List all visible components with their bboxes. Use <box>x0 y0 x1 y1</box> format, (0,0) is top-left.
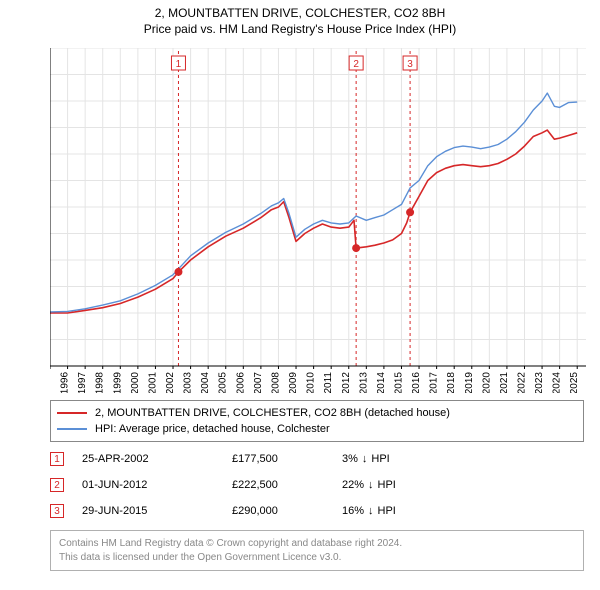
delta-pct: 3% <box>342 453 358 465</box>
svg-text:2017: 2017 <box>429 372 440 393</box>
svg-text:2011: 2011 <box>323 372 334 393</box>
svg-text:2009: 2009 <box>288 372 299 393</box>
table-row: 2 01-JUN-2012 £222,500 22% ↓ HPI <box>50 472 584 498</box>
marker-number: 3 <box>54 506 60 517</box>
marker-delta: 16% ↓ HPI <box>342 505 462 517</box>
marker-badge: 2 <box>50 478 64 492</box>
svg-text:2012: 2012 <box>341 372 352 393</box>
marker-delta: 3% ↓ HPI <box>342 453 462 465</box>
svg-text:2024: 2024 <box>552 372 563 393</box>
svg-text:2019: 2019 <box>464 372 475 393</box>
delta-suffix: HPI <box>378 505 396 517</box>
chart-area: 123£0£50K£100K£150K£200K£250K£300K£350K£… <box>50 48 586 393</box>
legend-row: 2, MOUNTBATTEN DRIVE, COLCHESTER, CO2 8B… <box>57 405 577 421</box>
delta-pct: 16% <box>342 505 364 517</box>
arrow-down-icon: ↓ <box>368 479 374 491</box>
svg-text:2000: 2000 <box>130 372 141 393</box>
footer-line: This data is licensed under the Open Gov… <box>59 551 575 565</box>
delta-suffix: HPI <box>371 453 389 465</box>
svg-text:2020: 2020 <box>481 372 492 393</box>
svg-text:2014: 2014 <box>376 372 387 393</box>
svg-text:1995: 1995 <box>50 372 53 393</box>
svg-text:2007: 2007 <box>253 372 264 393</box>
svg-text:2015: 2015 <box>393 372 404 393</box>
arrow-down-icon: ↓ <box>362 453 368 465</box>
svg-text:2002: 2002 <box>165 372 176 393</box>
legend-swatch <box>57 412 87 414</box>
svg-text:2006: 2006 <box>235 372 246 393</box>
svg-text:2018: 2018 <box>446 372 457 393</box>
svg-text:2016: 2016 <box>411 372 422 393</box>
svg-text:2008: 2008 <box>270 372 281 393</box>
marker-price: £290,000 <box>232 505 342 517</box>
title-block: 2, MOUNTBATTEN DRIVE, COLCHESTER, CO2 8B… <box>0 0 600 37</box>
legend-label: 2, MOUNTBATTEN DRIVE, COLCHESTER, CO2 8B… <box>95 407 450 419</box>
marker-date: 29-JUN-2015 <box>82 505 232 517</box>
svg-text:1996: 1996 <box>60 372 71 393</box>
legend-row: HPI: Average price, detached house, Colc… <box>57 421 577 437</box>
svg-text:2004: 2004 <box>200 372 211 393</box>
svg-text:2025: 2025 <box>569 372 580 393</box>
marker-date: 01-JUN-2012 <box>82 479 232 491</box>
chart-container: 2, MOUNTBATTEN DRIVE, COLCHESTER, CO2 8B… <box>0 0 600 590</box>
svg-text:2010: 2010 <box>306 372 317 393</box>
title-subtitle: Price paid vs. HM Land Registry's House … <box>0 22 600 38</box>
marker-price: £222,500 <box>232 479 342 491</box>
arrow-down-icon: ↓ <box>368 505 374 517</box>
svg-text:1: 1 <box>176 59 182 70</box>
title-address: 2, MOUNTBATTEN DRIVE, COLCHESTER, CO2 8B… <box>0 6 600 22</box>
svg-text:2023: 2023 <box>534 372 545 393</box>
footer-line: Contains HM Land Registry data © Crown c… <box>59 537 575 551</box>
svg-text:2022: 2022 <box>516 372 527 393</box>
marker-number: 1 <box>54 454 60 465</box>
svg-text:2003: 2003 <box>183 372 194 393</box>
delta-pct: 22% <box>342 479 364 491</box>
legend-swatch <box>57 428 87 430</box>
svg-text:1998: 1998 <box>95 372 106 393</box>
svg-text:2: 2 <box>353 59 359 70</box>
marker-badge: 3 <box>50 504 64 518</box>
svg-text:2005: 2005 <box>218 372 229 393</box>
marker-delta: 22% ↓ HPI <box>342 479 462 491</box>
svg-text:1997: 1997 <box>77 372 88 393</box>
svg-text:2001: 2001 <box>147 372 158 393</box>
chart-svg: 123£0£50K£100K£150K£200K£250K£300K£350K£… <box>50 48 586 393</box>
footer-attribution: Contains HM Land Registry data © Crown c… <box>50 530 584 571</box>
svg-text:2013: 2013 <box>358 372 369 393</box>
table-row: 1 25-APR-2002 £177,500 3% ↓ HPI <box>50 446 584 472</box>
svg-text:2021: 2021 <box>499 372 510 393</box>
marker-price: £177,500 <box>232 453 342 465</box>
table-row: 3 29-JUN-2015 £290,000 16% ↓ HPI <box>50 498 584 524</box>
svg-text:3: 3 <box>407 59 413 70</box>
markers-table: 1 25-APR-2002 £177,500 3% ↓ HPI 2 01-JUN… <box>50 446 584 524</box>
marker-number: 2 <box>54 480 60 491</box>
svg-text:1999: 1999 <box>112 372 123 393</box>
legend-label: HPI: Average price, detached house, Colc… <box>95 423 330 435</box>
delta-suffix: HPI <box>378 479 396 491</box>
marker-badge: 1 <box>50 452 64 466</box>
legend: 2, MOUNTBATTEN DRIVE, COLCHESTER, CO2 8B… <box>50 400 584 442</box>
marker-date: 25-APR-2002 <box>82 453 232 465</box>
